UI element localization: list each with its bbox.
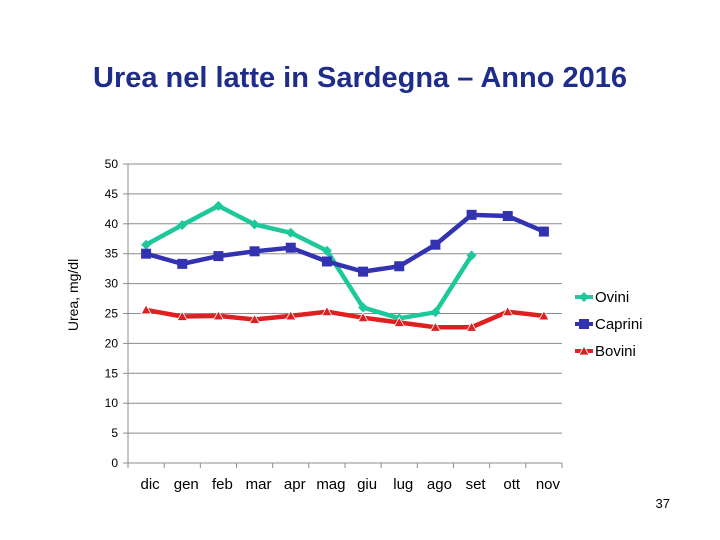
data-point-ovini: [285, 227, 296, 238]
data-point-bovini: [212, 310, 225, 321]
y-tick-label: 25: [105, 307, 119, 321]
legend-item-bovini: Bovini: [575, 343, 636, 360]
legend-marker-ovini: [579, 292, 589, 302]
data-point-bovini: [176, 310, 188, 321]
data-point-caprini: [358, 266, 369, 277]
data-point-bovini: [357, 311, 369, 323]
axes: [127, 164, 563, 468]
data-point-bovini: [465, 321, 478, 332]
data-point-bovini: [538, 310, 550, 321]
y-tick-label: 45: [105, 187, 119, 201]
x-tick-label: giu: [357, 476, 377, 493]
legend-label-ovini: Ovini: [595, 289, 629, 306]
data-point-caprini: [285, 242, 296, 253]
y-tick-label: 0: [111, 456, 118, 470]
y-axis-ticks: 0 5 10 15 20 25 30 35 40 45 50: [105, 157, 128, 470]
data-point-caprini: [502, 211, 513, 222]
y-tick-label: 30: [105, 277, 119, 291]
x-tick-label: gen: [174, 476, 199, 493]
x-tick-label: ago: [427, 476, 452, 493]
data-point-ovini: [358, 302, 369, 313]
data-point-bovini: [321, 305, 333, 317]
y-tick-label: 15: [105, 366, 119, 380]
series-line-bovini: [145, 307, 545, 330]
y-tick-label: 50: [105, 157, 119, 171]
gridlines: [128, 163, 562, 434]
data-point-ovini: [466, 250, 477, 261]
data-point-ovini: [213, 200, 224, 211]
legend-marker-bovini: [578, 345, 590, 356]
y-tick-label: 10: [105, 396, 119, 410]
data-point-bovini: [393, 316, 405, 327]
data-point-caprini: [213, 251, 224, 262]
x-tick-label: nov: [536, 476, 561, 493]
data-point-ovini: [430, 307, 441, 318]
x-tick-label: mar: [246, 476, 272, 493]
x-tick-label: feb: [212, 476, 233, 493]
y-tick-label: 5: [111, 426, 118, 440]
series-ovini: [141, 200, 477, 324]
data-point-bovini: [248, 313, 261, 324]
data-point-bovini: [140, 304, 152, 315]
data-point-bovini: [502, 305, 514, 317]
series-line-ovini: [145, 203, 474, 321]
x-tick-label: lug: [393, 476, 413, 493]
legend-label-bovini: Bovini: [595, 343, 636, 360]
data-point-caprini: [177, 258, 188, 269]
x-tick-label: ott: [503, 476, 521, 493]
data-point-caprini: [394, 261, 405, 272]
data-point-caprini: [430, 239, 441, 250]
legend-item-ovini: Ovini: [575, 289, 629, 306]
series-bovini: [140, 304, 550, 332]
series-line-caprini: [145, 212, 545, 274]
data-point-caprini: [466, 209, 477, 220]
legend-item-caprini: Caprini: [575, 316, 643, 333]
data-point-caprini: [249, 246, 260, 257]
data-point-caprini: [141, 248, 152, 259]
x-tick-label: mag: [316, 476, 345, 493]
legend-marker-caprini: [579, 319, 589, 329]
data-point-caprini: [538, 226, 549, 237]
data-point-bovini: [429, 321, 442, 332]
legend-label-caprini: Caprini: [595, 316, 643, 333]
data-point-ovini: [177, 219, 188, 230]
y-tick-label: 35: [105, 247, 119, 261]
y-tick-label: 20: [105, 336, 119, 350]
legend: Ovini Caprini Bovini: [575, 289, 643, 360]
data-point-ovini: [141, 239, 152, 250]
data-point-bovini: [285, 310, 297, 321]
series-caprini: [141, 209, 549, 277]
data-point-caprini: [321, 256, 332, 267]
x-tick-label: set: [466, 476, 487, 493]
x-axis-labels: dic gen feb mar apr mag giu lug ago set ott nov: [140, 476, 560, 493]
x-tick-label: dic: [140, 476, 160, 493]
chart-title: Urea nel latte in Sardegna – Anno 2016: [93, 62, 627, 94]
data-point-ovini: [249, 219, 260, 230]
series: [140, 200, 550, 332]
data-point-ovini: [321, 245, 332, 256]
y-axis-title: Urea, mg/dl: [65, 259, 81, 331]
page-number: 37: [655, 496, 670, 511]
x-tick-label: apr: [284, 476, 306, 493]
y-tick-label: 40: [105, 217, 119, 231]
